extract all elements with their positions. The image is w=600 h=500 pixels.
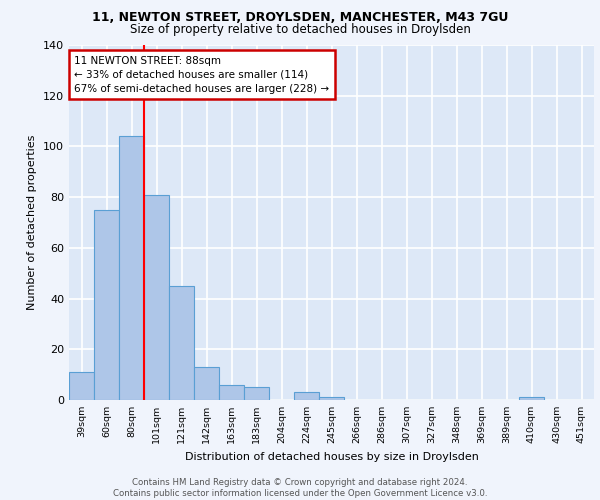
Bar (144, 194, 169, 400)
Bar (319, 398, 344, 400)
Text: 11, NEWTON STREET, DROYLSDEN, MANCHESTER, M43 7GU: 11, NEWTON STREET, DROYLSDEN, MANCHESTER… (92, 11, 508, 24)
Text: Size of property relative to detached houses in Droylsden: Size of property relative to detached ho… (130, 22, 470, 36)
Y-axis label: Number of detached properties: Number of detached properties (28, 135, 37, 310)
Text: Contains HM Land Registry data © Crown copyright and database right 2024.
Contai: Contains HM Land Registry data © Crown c… (113, 478, 487, 498)
Bar (169, 286, 194, 400)
Bar (244, 388, 269, 400)
Bar (94, 210, 119, 400)
Bar (294, 392, 319, 400)
Bar (69, 372, 94, 400)
Bar (194, 367, 219, 400)
Bar (519, 398, 544, 400)
X-axis label: Distribution of detached houses by size in Droylsden: Distribution of detached houses by size … (185, 452, 478, 462)
Bar (119, 136, 144, 400)
Bar (219, 385, 244, 400)
Text: 11 NEWTON STREET: 88sqm
← 33% of detached houses are smaller (114)
67% of semi-d: 11 NEWTON STREET: 88sqm ← 33% of detache… (74, 56, 329, 94)
